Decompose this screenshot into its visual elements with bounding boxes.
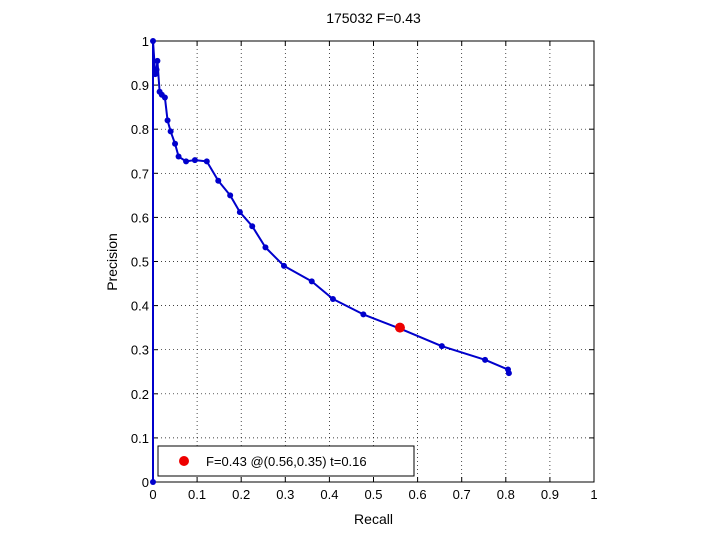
y-tick-label: 0.3 — [131, 343, 149, 358]
y-tick-label: 0.4 — [131, 299, 149, 314]
y-tick-label: 0.1 — [131, 431, 149, 446]
y-tick-label: 0.5 — [131, 255, 149, 270]
y-tick-label: 0.7 — [131, 166, 149, 181]
pr-curve-point — [167, 128, 174, 135]
y-tick-label: 1 — [142, 34, 149, 49]
best-f-point — [394, 322, 405, 333]
x-tick-label: 0.8 — [497, 487, 515, 502]
pr-curve-point — [308, 278, 315, 285]
x-tick-label: 0.6 — [409, 487, 427, 502]
x-axis-title: Recall — [354, 511, 393, 527]
pr-curve-point — [236, 209, 243, 216]
pr-curve-point — [150, 38, 156, 44]
pr-curve-point — [164, 117, 171, 124]
pr-curve-point — [172, 140, 179, 147]
y-tick-label: 0.6 — [131, 210, 149, 225]
x-tick-label: 0.5 — [364, 487, 382, 502]
y-tick-label: 0.8 — [131, 122, 149, 137]
pr-curve-point — [482, 356, 489, 363]
legend-marker — [179, 456, 189, 466]
legend-box — [157, 445, 415, 477]
pr-curve-point — [505, 370, 512, 377]
x-tick-label: 0.7 — [453, 487, 471, 502]
pr-curve-point — [249, 223, 256, 230]
y-tick-label: 0.9 — [131, 78, 149, 93]
chart-title: 175032 F=0.43 — [326, 10, 421, 26]
x-tick-label: 0.2 — [232, 487, 250, 502]
y-axis-title: Precision — [104, 233, 120, 291]
x-tick-label: 0.1 — [188, 487, 206, 502]
x-tick-label: 1 — [590, 487, 597, 502]
x-tick-label: 0.3 — [276, 487, 294, 502]
grid-lines — [153, 41, 594, 482]
pr-curve-point — [175, 153, 182, 160]
pr-curve-point — [329, 295, 336, 302]
pr-curve-point — [262, 244, 269, 251]
x-tick-label: 0 — [149, 487, 156, 502]
y-tick-label: 0.2 — [131, 387, 149, 402]
pr-curve-point — [227, 192, 234, 199]
x-tick-label: 0.4 — [320, 487, 338, 502]
pr-curve-point — [191, 157, 198, 164]
pr-curve-point — [153, 66, 160, 73]
pr-curve-point — [280, 262, 287, 269]
pr-curve-point — [438, 343, 445, 350]
legend: F=0.43 @(0.56,0.35) t=0.16 — [157, 445, 415, 477]
axis-ticks: 0 0.1 0.2 0.3 0.4 0.5 0.6 0.7 0.8 0.9 1 0 0.1 0.2 0.3 0… — [131, 34, 598, 502]
pr-curve-point — [215, 177, 222, 184]
pr-curve-point — [154, 57, 161, 64]
legend-label: F=0.43 @(0.56,0.35) t=0.16 — [206, 454, 367, 469]
pr-curve-point — [150, 479, 156, 485]
pr-curve-point — [360, 311, 367, 318]
pr-curve-point — [203, 158, 210, 165]
pr-curve-point — [183, 158, 190, 165]
pr-curve-point — [161, 94, 168, 101]
x-tick-label: 0.9 — [541, 487, 559, 502]
series-group — [150, 38, 512, 485]
y-tick-label: 0 — [142, 475, 149, 490]
